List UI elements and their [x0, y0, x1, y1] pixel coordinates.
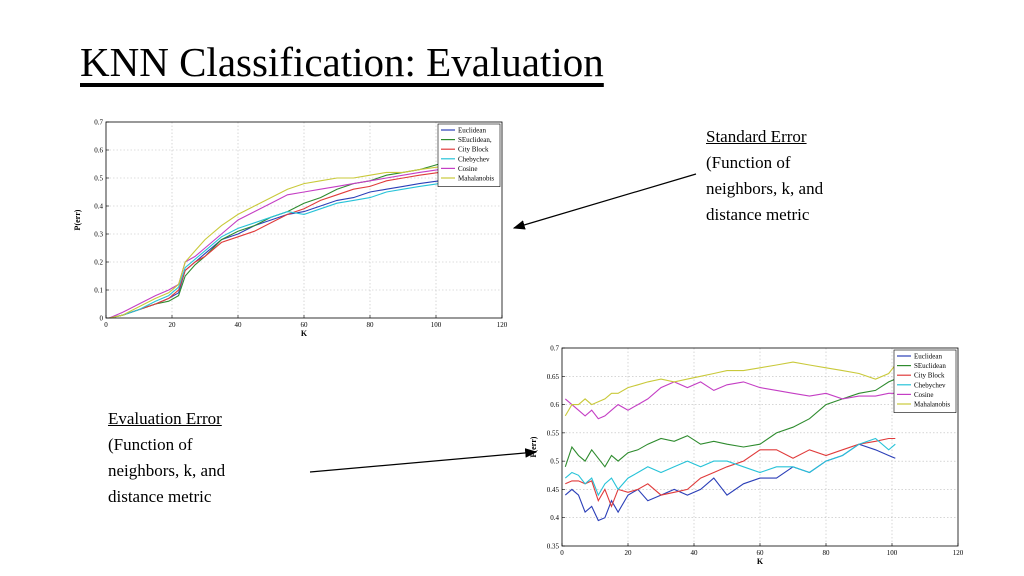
eval-y-tick-label-2: 0.45 — [547, 486, 560, 494]
std-y-tick-label-0: 0 — [100, 315, 104, 323]
evaluation-error-heading: Evaluation Error — [108, 409, 222, 428]
eval-series-line-5 — [564, 361, 896, 417]
std-x-axis-label: K — [301, 329, 308, 338]
eval-legend-label-2: City Block — [914, 372, 945, 380]
eval-series-line-1 — [564, 378, 896, 468]
eval-series-line-3 — [564, 437, 896, 497]
evaluation-error-body: (Function of neighbors, k, and distance … — [108, 435, 226, 506]
std-y-tick-label-4: 0.4 — [94, 203, 103, 211]
eval-x-tick-label-4: 80 — [823, 549, 831, 557]
std-x-tick-label-1: 20 — [169, 321, 177, 329]
eval-x-tick-label-5: 100 — [887, 549, 898, 557]
eval-y-tick-label-5: 0.6 — [550, 401, 559, 409]
eval-series-line-2 — [565, 437, 896, 508]
standard-error-chart: 0 20 40 60 80 100 120 0 0.1 0.2 0.3 0.4 0.5 0.6 0.7 K P(… — [73, 119, 508, 339]
eval-x-tick-label-2: 40 — [691, 549, 699, 557]
eval-y-tick-label-3: 0.5 — [550, 458, 559, 466]
evaluation-error-arrow — [309, 448, 538, 473]
eval-x-tick-label-1: 20 — [625, 549, 633, 557]
eval-legend-box — [893, 349, 957, 413]
standard-error-callout: Standard Error (Function of neighbors, k… — [706, 124, 896, 228]
eval-legend-label-0: Euclidean — [914, 353, 942, 361]
std-legend-label-2: City Block — [458, 146, 489, 154]
eval-y-tick-label-1: 0.4 — [550, 514, 559, 522]
std-legend-box — [437, 123, 501, 187]
eval-x-tick-label-6: 120 — [953, 549, 964, 557]
std-y-tick-label-2: 0.2 — [94, 259, 103, 267]
eval-series-line-4 — [564, 381, 896, 420]
standard-error-heading: Standard Error — [706, 127, 807, 146]
eval-x-tick-label-3: 60 — [757, 549, 765, 557]
std-legend-label-0: Euclidean — [458, 127, 486, 135]
std-x-tick-label-5: 100 — [431, 321, 442, 329]
standard-error-arrow — [512, 173, 697, 230]
std-y-tick-label-5: 0.5 — [94, 175, 103, 183]
eval-legend-label-4: Cosine — [914, 391, 933, 399]
std-x-tick-label-4: 80 — [367, 321, 375, 329]
std-legend-label-4: Cosine — [458, 165, 477, 173]
eval-legend-label-3: Chebychev — [914, 381, 946, 389]
std-x-tick-label-6: 120 — [497, 321, 508, 329]
std-y-axis-label: P(err) — [73, 209, 82, 230]
evaluation-error-callout: Evaluation Error (Function of neighbors,… — [108, 406, 308, 510]
std-x-tick-label-2: 40 — [235, 321, 243, 329]
eval-legend-label-5: Mahalanobis — [914, 401, 950, 409]
eval-x-axis-label: K — [757, 557, 764, 566]
evaluation-error-chart: 0 20 40 60 80 100 120 0.35 0.4 0.45 0.5 0.55 0.6 0.65… — [529, 345, 964, 567]
std-series-line-5 — [109, 166, 440, 319]
std-legend-label-5: Mahalanobis — [458, 175, 494, 183]
std-series-line-3 — [109, 183, 440, 319]
eval-y-tick-label-7: 0.7 — [550, 345, 559, 353]
std-y-tick-label-7: 0.7 — [94, 119, 103, 127]
std-x-tick-label-0: 0 — [104, 321, 108, 329]
std-y-tick-label-3: 0.3 — [94, 231, 103, 239]
eval-y-axis-label: P(err) — [529, 436, 538, 457]
std-x-tick-label-3: 60 — [301, 321, 309, 329]
eval-y-tick-label-0: 0.35 — [547, 543, 560, 551]
std-legend-label-1: SEuclidean, — [458, 136, 492, 144]
std-y-tick-label-6: 0.6 — [94, 147, 103, 155]
standard-error-body: (Function of neighbors, k, and distance … — [706, 153, 824, 224]
eval-x-tick-label-0: 0 — [560, 549, 564, 557]
std-series-line-4 — [109, 169, 440, 319]
std-series-line-2 — [109, 171, 440, 319]
eval-y-tick-label-4: 0.55 — [547, 429, 560, 437]
std-legend-label-3: Chebychev — [458, 155, 490, 163]
std-series-line-1 — [109, 163, 440, 319]
std-y-tick-label-1: 0.1 — [94, 287, 103, 295]
slide-title: KNN Classification: Evaluation — [80, 39, 604, 85]
eval-y-tick-label-6: 0.65 — [547, 373, 560, 381]
eval-legend-label-1: SEuclidean — [914, 362, 946, 370]
